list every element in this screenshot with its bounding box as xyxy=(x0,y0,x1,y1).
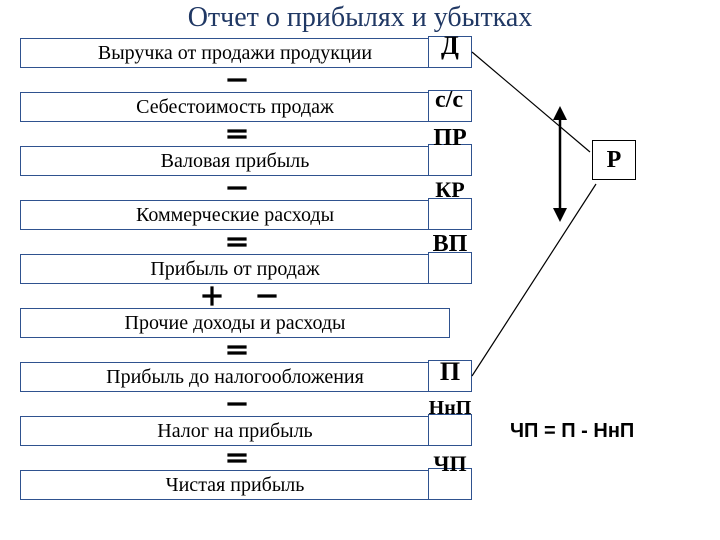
row-label: Прибыль до налогообложения xyxy=(106,366,364,389)
row-label: Коммерческие расходы xyxy=(136,204,334,227)
minus-icon xyxy=(225,393,249,415)
equal-icon xyxy=(225,447,249,469)
row-label: Налог на прибыль xyxy=(157,420,312,443)
row-box: Чистая прибыль xyxy=(20,470,450,500)
code-label: ПР xyxy=(426,126,474,151)
code-label: НнП xyxy=(422,398,478,419)
code-label: Д xyxy=(430,32,470,59)
code-box xyxy=(428,198,472,230)
row-label: Себестоимость продаж xyxy=(136,96,334,119)
code-label: КР xyxy=(426,178,474,201)
row-box: Выручка от продажи продукции xyxy=(20,38,450,68)
minus-icon xyxy=(225,69,249,91)
equal-icon xyxy=(225,123,249,145)
code-label: П xyxy=(430,358,470,385)
equal-icon xyxy=(225,231,249,253)
row-label: Чистая прибыль xyxy=(166,474,305,497)
row-box: Прибыль от продаж xyxy=(20,254,450,284)
row-box: Коммерческие расходы xyxy=(20,200,450,230)
equal-icon xyxy=(225,339,249,361)
code-label: с/с xyxy=(424,88,474,113)
p-box: Р xyxy=(592,140,636,180)
row-label: Валовая прибыль xyxy=(161,150,310,173)
row-box: Себестоимость продаж xyxy=(20,92,450,122)
row-box: Прибыль до налогообложения xyxy=(20,362,450,392)
row-label: Прибыль от продаж xyxy=(150,258,319,281)
p-box-label: Р xyxy=(607,147,622,174)
row-box: Валовая прибыль xyxy=(20,146,450,176)
row-label: Выручка от продажи продукции xyxy=(98,42,372,65)
row-label: Прочие доходы и расходы xyxy=(125,312,346,335)
code-label: ЧП xyxy=(426,452,474,475)
formula-text: ЧП = П - НнП xyxy=(510,420,634,443)
double-arrow-icon xyxy=(545,106,575,222)
row-box: Налог на прибыль xyxy=(20,416,450,446)
minus-icon xyxy=(225,177,249,199)
row-box: Прочие доходы и расходы xyxy=(20,308,450,338)
minus-icon xyxy=(255,285,279,307)
code-label: ВП xyxy=(426,232,474,257)
page-title: Отчет о прибылях и убытках xyxy=(0,2,720,34)
plus-icon xyxy=(200,285,224,307)
